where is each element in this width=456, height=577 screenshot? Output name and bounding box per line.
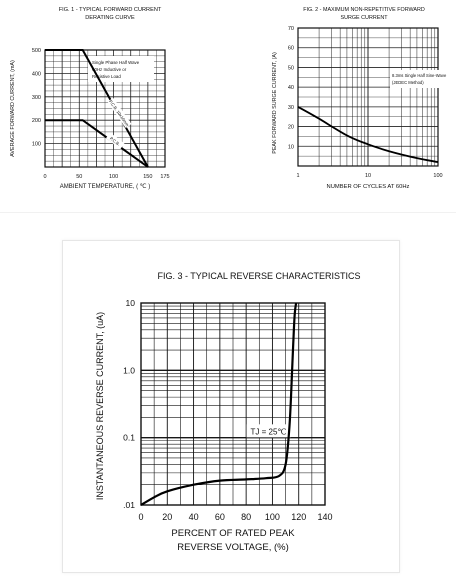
fig3-panel: FIG. 3 - TYPICAL REVERSE CHARACTERISTICS… <box>62 240 400 573</box>
fig1-legend-line: Resistive Load <box>92 74 121 79</box>
fig3-y-tick: 1.0 <box>123 365 135 375</box>
fig1-y-tick: 300 <box>32 95 41 101</box>
fig3-frame <box>140 302 326 506</box>
fig2-y-tick: 30 <box>288 105 294 111</box>
fig3-x-tick: 140 <box>317 512 332 522</box>
fig3-annotation: TJ = 25℃ <box>251 427 287 436</box>
fig2-y-tick: 60 <box>288 46 294 52</box>
fig2-x-tick: 1 <box>296 173 299 179</box>
fig1-y-label: AVERAGE FORWARD CURRENT, (mA) <box>10 60 16 157</box>
fig2-x-label: NUMBER OF CYCLES AT 60Hz <box>327 184 410 190</box>
fig1-x-tick: 150 <box>143 174 152 180</box>
fig2-subtitle: SURGE CURRENT <box>340 15 388 21</box>
fig1-series-label-bg <box>106 132 125 150</box>
fig1-legend-line: Single Phase Half Wave <box>92 60 140 65</box>
fig2-title: FIG. 2 - MAXIMUM NON-REPETITIVE FORWARD <box>303 7 425 13</box>
fig3-x-tick: 120 <box>291 512 306 522</box>
fig2-x-tick: 10 <box>365 173 371 179</box>
fig1-x-tick: 50 <box>76 174 82 180</box>
fig2-panel: FIG. 2 - MAXIMUM NON-REPETITIVE FORWARD S… <box>240 0 456 205</box>
divider <box>0 212 456 213</box>
fig1-series-label-1: P.C.B. 10x10mm <box>108 99 130 128</box>
fig2-y-tick: 40 <box>288 85 294 91</box>
fig3-x-tick: 20 <box>162 512 172 522</box>
fig2-x-tick: 100 <box>433 173 442 179</box>
fig3-reverse-chart: FIG. 3 - TYPICAL REVERSE CHARACTERISTICS… <box>95 271 361 553</box>
fig1-series-line-1 <box>45 49 149 168</box>
fig2-legend-line: (JEDEC Method) <box>392 80 424 85</box>
fig1-panel: FIG. 1 - TYPICAL FORWARD CURRENT DERATING… <box>0 0 230 205</box>
fig3-series-line <box>140 302 298 506</box>
fig2-y-tick: 10 <box>288 144 294 150</box>
fig1-y-tick: 200 <box>32 118 41 124</box>
fig3-x-label-2: REVERSE VOLTAGE, (%) <box>177 542 289 553</box>
fig3-y-tick: 0.1 <box>123 433 135 443</box>
fig1-series-label-bg <box>107 97 132 129</box>
fig1-x-tick: 175 <box>160 174 169 180</box>
fig3-x-tick: 80 <box>241 512 251 522</box>
fig2-frame <box>297 27 439 167</box>
fig3-x-label: PERCENT OF RATED PEAK <box>171 528 295 539</box>
fig1-series-line-2 <box>45 119 149 168</box>
fig1-series-label-2: P.C.B. <box>109 136 121 147</box>
fig3-x-tick: 0 <box>138 512 143 522</box>
fig1-x-tick: 0 <box>43 174 46 180</box>
fig1-legend-line: 60Hz Inductive or <box>92 67 127 72</box>
fig1-derating-chart: FIG. 1 - TYPICAL FORWARD CURRENT DERATING… <box>10 7 170 190</box>
fig1-y-tick: 400 <box>32 71 41 77</box>
fig1-subtitle: DERATING CURVE <box>85 15 135 21</box>
fig3-title: FIG. 3 - TYPICAL REVERSE CHARACTERISTICS <box>157 271 360 281</box>
fig3-y-tick: .01 <box>123 500 135 510</box>
fig2-series-line <box>297 106 439 163</box>
fig1-x-tick: 100 <box>109 174 118 180</box>
fig3-x-tick: 40 <box>189 512 199 522</box>
fig3-x-tick: 60 <box>215 512 225 522</box>
fig1-x-label: AMBIENT TEMPERATURE, ( ℃ ) <box>60 184 150 190</box>
fig3-y-label: INSTANTANEOUS REVERSE CURRENT, (uA) <box>95 312 105 500</box>
fig1-title: FIG. 1 - TYPICAL FORWARD CURRENT <box>59 7 162 13</box>
fig3-y-tick: 10 <box>126 298 136 308</box>
fig2-legend-box <box>390 70 446 88</box>
fig2-y-tick: 50 <box>288 65 294 71</box>
fig3-x-tick: 100 <box>265 512 280 522</box>
fig2-y-label: PEAK FORWARD SURGE CURRENT, (A) <box>272 52 278 154</box>
fig2-surge-chart: FIG. 2 - MAXIMUM NON-REPETITIVE FORWARD S… <box>272 7 447 190</box>
fig2-y-tick: 70 <box>288 26 294 32</box>
fig1-y-tick: 100 <box>32 142 41 148</box>
fig2-y-tick: 20 <box>288 125 294 131</box>
fig2-legend-line: 8.3ms Single Half Sine-Wave <box>392 73 447 78</box>
fig1-frame <box>44 49 166 168</box>
fig3-annotation-bg <box>246 424 291 438</box>
fig1-y-tick: 500 <box>32 48 41 54</box>
